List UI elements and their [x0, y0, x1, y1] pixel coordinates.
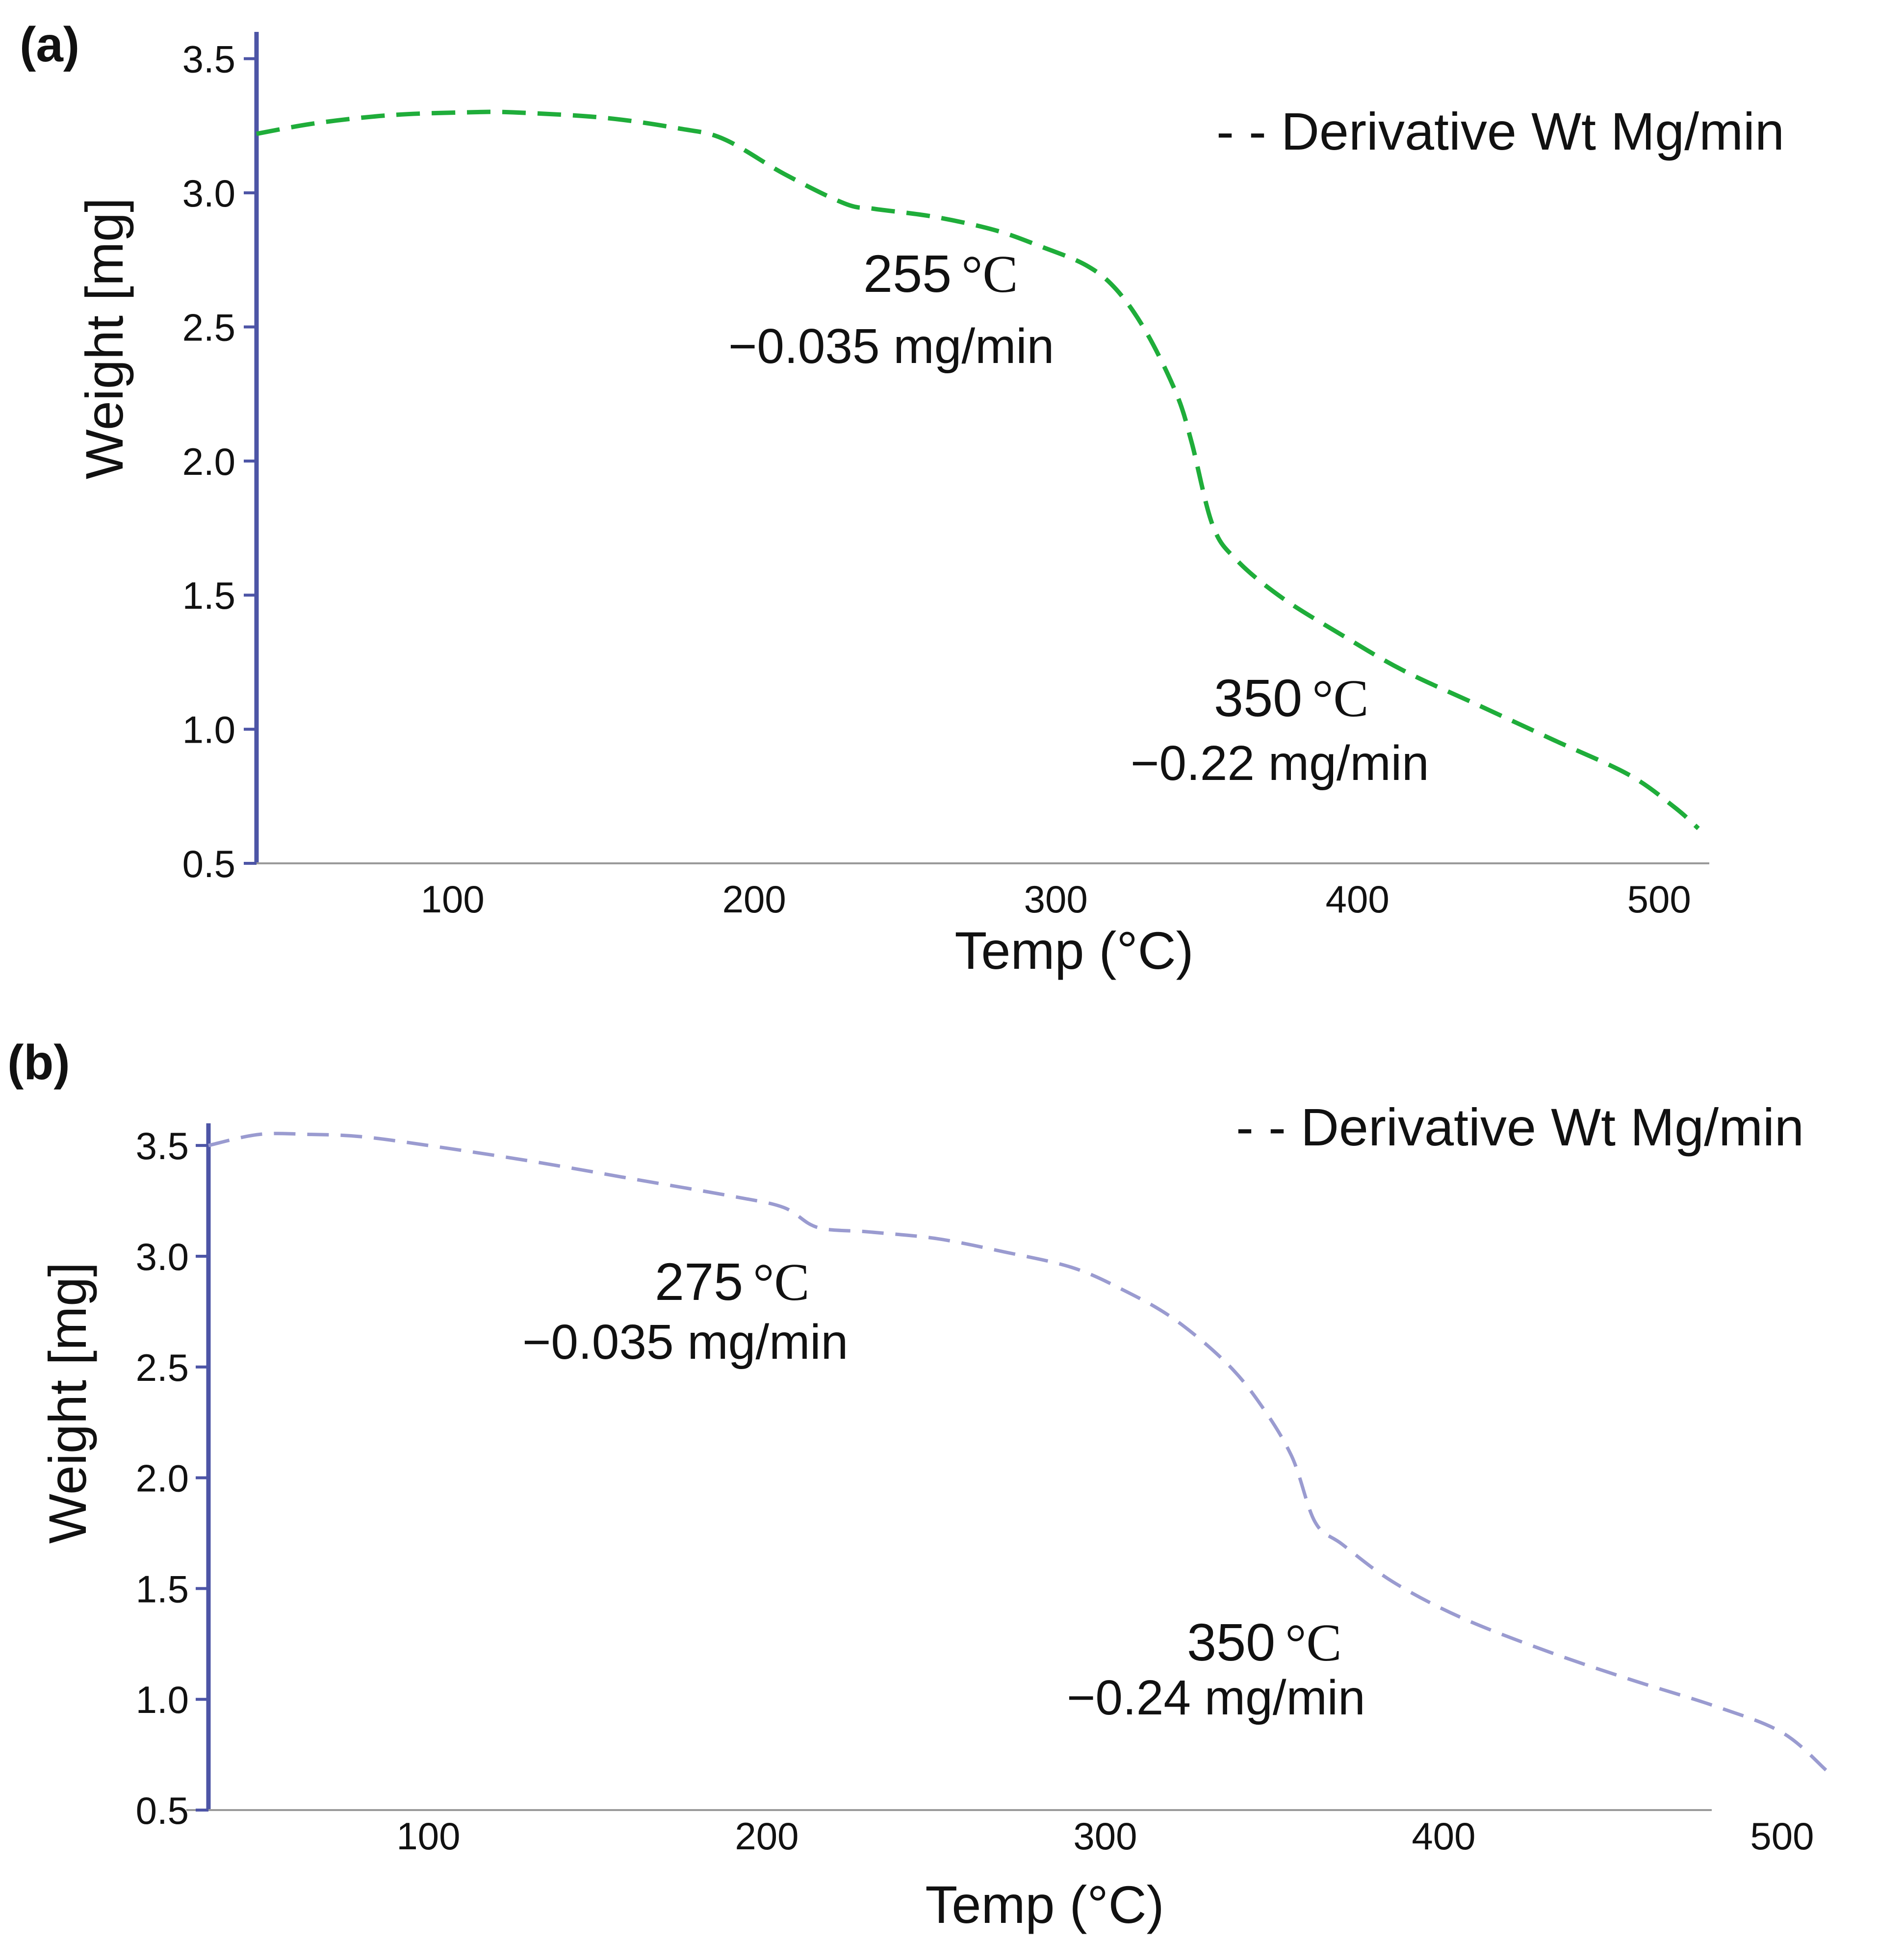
panel-b-x-tick-label: 100 [396, 1814, 460, 1858]
panel-b-y-ticks: 0.5 1.0 1.5 2.0 2.5 3.0 3.5 [136, 1124, 208, 1832]
panel-a-annotation-2-temp-unit: °C [1312, 670, 1368, 728]
panel-b-y-tick-label: 1.0 [136, 1678, 189, 1721]
panel-b-annotation-1-temp-unit: °C [753, 1253, 809, 1312]
panel-b-legend: - - Derivative Wt Mg/min [1236, 1097, 1804, 1157]
panel-b-y-tick-label: 2.5 [136, 1346, 189, 1389]
panel-a-y-tick-label: 1.5 [182, 574, 235, 617]
panel-b-annotation-1-rate: −0.035 mg/min [522, 1315, 848, 1370]
panel-a-annotation-2-rate: −0.22 mg/min [1131, 736, 1429, 791]
panel-a-x-tick-label: 300 [1024, 878, 1088, 921]
panel-b-x-axis-title: Temp (°C) [925, 1875, 1164, 1934]
panel-b-x-tick-label: 300 [1073, 1814, 1137, 1858]
panel-b-x-tick-label: 400 [1412, 1814, 1475, 1858]
panel-b-x-tick-label: 500 [1750, 1814, 1814, 1858]
panel-b-x-tick-label: 200 [735, 1814, 798, 1858]
panel-a-y-tick-label: 3.0 [182, 172, 235, 215]
panel-a-x-tick-label: 400 [1326, 878, 1389, 921]
panel-a-y-tick-label: 0.5 [182, 842, 235, 885]
panel-a: (a) 0.5 1.0 1.5 2.0 2.5 3.0 3.5 100 200 300 400 50… [20, 17, 1784, 980]
panel-a-annotation-1-temp: 255 °C [863, 244, 1018, 304]
panel-a-x-axis-title: Temp (°C) [954, 921, 1193, 980]
panel-b-derivative-weight-line [208, 1132, 1827, 1772]
panel-b-y-tick-label: 3.5 [136, 1124, 189, 1167]
panel-a-legend: - - Derivative Wt Mg/min [1216, 102, 1784, 161]
panel-b-annotation-2-temp-value: 350 [1187, 1612, 1275, 1672]
panel-b-y-tick-label: 0.5 [136, 1789, 189, 1832]
panel-b-annotation-1-temp: 275 °C [655, 1252, 809, 1312]
panel-a-annotation-1-rate: −0.035 mg/min [728, 319, 1054, 374]
panel-a-annotation-2-temp-value: 350 [1214, 668, 1302, 727]
panel-a-annotation-2-temp: 350 °C [1214, 668, 1368, 728]
panel-b: (b) 0.5 1.0 1.5 2.0 2.5 3.0 3.5 100 200 300 400 50… [7, 1035, 1827, 1934]
panel-a-label: (a) [20, 17, 79, 72]
panel-b-x-ticks: 100 200 300 400 500 [396, 1814, 1814, 1858]
panel-b-y-tick-label: 2.0 [136, 1457, 189, 1500]
panel-a-y-tick-label: 2.5 [182, 306, 235, 349]
panel-a-derivative-weight-line [256, 109, 1700, 830]
panel-b-annotation-1-temp-value: 275 [655, 1252, 743, 1311]
panel-b-y-axis-title: Weight [mg] [38, 1262, 97, 1544]
panel-b-label: (b) [7, 1035, 70, 1090]
panel-b-annotation-2-temp-unit: °C [1285, 1614, 1341, 1672]
panel-b-y-tick-label: 1.5 [136, 1567, 189, 1610]
panel-a-y-tick-label: 1.0 [182, 708, 235, 751]
panel-a-y-ticks: 0.5 1.0 1.5 2.0 2.5 3.0 3.5 [182, 38, 257, 885]
panel-a-x-tick-label: 500 [1627, 878, 1691, 921]
panel-b-annotation-2-temp: 350 °C [1187, 1612, 1341, 1672]
panel-b-y-tick-label: 3.0 [136, 1235, 189, 1278]
panel-a-y-tick-label: 3.5 [182, 38, 235, 81]
panel-a-x-tick-label: 200 [722, 878, 786, 921]
panel-a-y-axis-title: Weight [mg] [75, 198, 134, 479]
panel-a-x-ticks: 100 200 300 400 500 [421, 878, 1691, 921]
panel-a-y-tick-label: 2.0 [182, 440, 235, 483]
panel-b-annotation-2-rate: −0.24 mg/min [1067, 1670, 1365, 1725]
panel-a-annotation-1-temp-value: 255 [863, 244, 952, 303]
panel-a-annotation-1-temp-unit: °C [961, 245, 1018, 304]
panel-a-x-tick-label: 100 [421, 878, 485, 921]
